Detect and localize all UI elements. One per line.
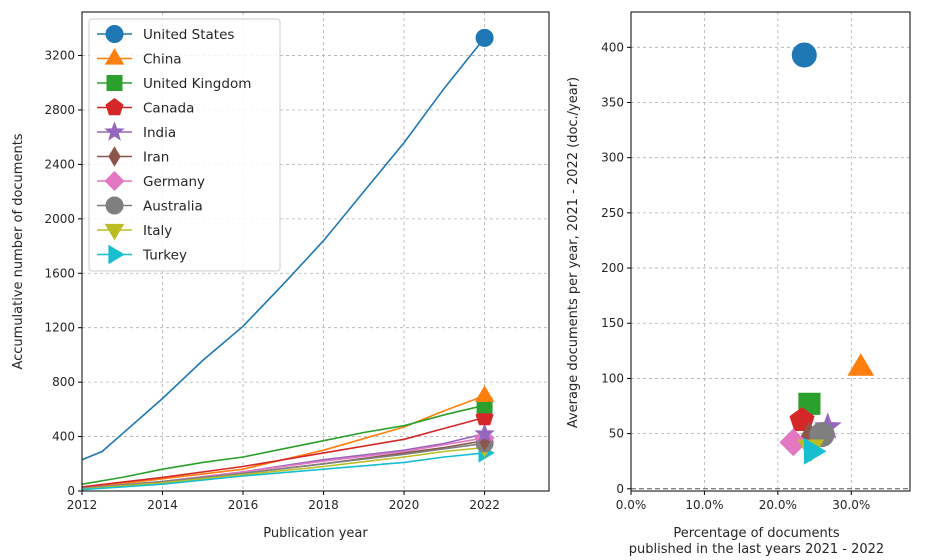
right-y-tick-label-250: 250 (601, 206, 624, 220)
left-y-tick-label-2400: 2400 (44, 157, 75, 171)
line-australia (81, 442, 485, 490)
right-x-tick-label-2: 20.0% (759, 498, 797, 512)
legend-label-united-states: United States (143, 27, 234, 43)
right-grid (631, 12, 910, 491)
left-line-chart: 2012 2014 2016 2018 2020 2022 0 400 800 1200 1600 2… (11, 11, 550, 541)
right-x-axis-label-line-1: Percentage of documents (673, 526, 840, 541)
right-y-axis-label: Average documents per year, 2021 - 2022 … (566, 77, 581, 428)
left-x-tick-label-2012: 2012 (67, 498, 98, 512)
left-x-tick-label-2014: 2014 (147, 498, 178, 512)
left-y-tick-label-3200: 3200 (44, 49, 75, 63)
point-turkey (803, 437, 827, 465)
legend-label-italy: Italy (143, 223, 172, 239)
end-marker-china (474, 385, 495, 402)
right-axes-frame (630, 11, 911, 492)
legend-marker-italy (104, 223, 125, 241)
right-scatter-chart: 0.0% 10.0% 20.0% 30.0% 0 50 100 150 200 250 300 350… (566, 11, 911, 557)
right-y-tick-label-0: 0 (616, 482, 624, 496)
right-y-tick-label-300: 300 (601, 151, 624, 165)
legend-label-iran: Iran (143, 150, 169, 166)
end-marker-india (474, 423, 495, 443)
line-united-kingdom (81, 404, 485, 485)
left-series-lines (81, 37, 486, 491)
legend-marker-united-kingdom (106, 75, 123, 91)
left-y-axis-label: Accumulative number of documents (11, 133, 26, 369)
left-y-tick-label-0: 0 (67, 484, 75, 498)
right-y-tick-label-100: 100 (601, 371, 624, 385)
point-germany (779, 428, 808, 457)
legend-label-australia: Australia (143, 199, 203, 215)
left-x-axis-label: Publication year (263, 526, 368, 541)
right-y-tick-label-50: 50 (609, 427, 624, 441)
line-italy (81, 446, 485, 490)
left-x-tick-label-2020: 2020 (389, 498, 420, 512)
line-china (81, 394, 485, 490)
right-y-tick-label-400: 400 (601, 40, 624, 54)
right-ticks: 0.0% 10.0% 20.0% 30.0% 0 50 100 150 200 250 300 350… (601, 40, 870, 512)
line-turkey (81, 452, 485, 491)
right-x-tick-label-0: 0.0% (616, 498, 647, 512)
legend-label-germany: Germany (143, 174, 205, 190)
left-y-tick-label-1600: 1600 (44, 266, 75, 280)
right-y-tick-label-200: 200 (601, 261, 624, 275)
left-ticks: 2012 2014 2016 2018 2020 2022 0 400 800 1200 1600 2… (44, 49, 499, 512)
left-series-end-markers (474, 28, 495, 463)
legend-marker-india (104, 121, 125, 141)
legend-marker-germany (104, 170, 125, 192)
legend: United States China United Kingdom Canada In… (88, 18, 281, 272)
legend-marker-canada (105, 97, 124, 116)
legend-marker-united-states (105, 25, 124, 43)
left-x-tick-label-2022: 2022 (469, 498, 500, 512)
line-canada (81, 416, 485, 488)
legend-label-india: India (143, 125, 176, 141)
legend-marker-australia (105, 196, 124, 215)
left-x-tick-label-2016: 2016 (228, 498, 259, 512)
right-y-tick-label-350: 350 (601, 96, 624, 110)
legend-marker-iran (108, 146, 121, 167)
left-y-tick-label-400: 400 (52, 430, 75, 444)
legend-box (88, 18, 281, 272)
right-x-axis-label: Percentage of documents published in the … (629, 526, 884, 557)
point-china (847, 353, 875, 376)
legend-label-united-kingdom: United Kingdom (143, 76, 251, 92)
right-x-axis-label-line-2: published in the last years 2021 - 2022 (629, 542, 884, 557)
left-y-tick-label-2800: 2800 (44, 103, 75, 117)
point-united-states (791, 42, 817, 68)
left-y-tick-label-2000: 2000 (44, 212, 75, 226)
right-y-tick-label-150: 150 (601, 316, 624, 330)
legend-label-canada: Canada (143, 101, 194, 117)
line-united-states (81, 37, 486, 461)
left-y-tick-label-1200: 1200 (44, 321, 75, 335)
right-x-tick-label-1: 10.0% (685, 498, 723, 512)
legend-marker-turkey (108, 244, 125, 265)
right-x-tick-label-3: 30.0% (832, 498, 870, 512)
end-marker-united-states (475, 28, 494, 47)
legend-marker-china (104, 48, 125, 65)
left-x-tick-label-2018: 2018 (308, 498, 339, 512)
legend-label-turkey: Turkey (142, 248, 187, 264)
left-y-tick-label-800: 800 (52, 375, 75, 389)
legend-label-china: China (143, 52, 182, 68)
left-axes-frame (81, 11, 550, 492)
right-scatter-points (779, 42, 875, 465)
